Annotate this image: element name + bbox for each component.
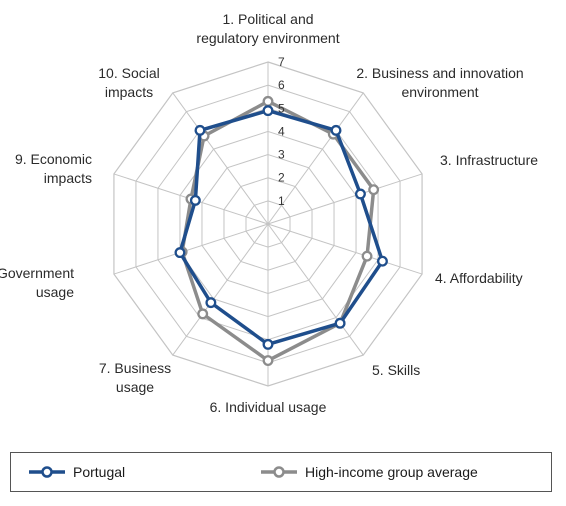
series-point-portugal-2 [330,124,342,136]
legend-item-high-income-average: High-income group average [259,453,478,491]
tick-label-5: 5 [278,101,285,115]
radar-series [174,95,388,366]
series-point-portugal-9 [189,194,201,206]
grid-spoke-4 [267,223,423,275]
radar-tick-labels: 1 2 3 4 5 6 7 [278,55,285,208]
tick-label-7: 7 [278,55,285,69]
series-point-portugal-7 [205,297,217,309]
axis-label-5: 5. Skills [372,362,420,378]
tick-label-1: 1 [278,194,285,208]
tick-label-4: 4 [278,124,285,138]
series-point-portugal-6 [262,338,274,350]
series-point-high-income-average-3 [368,184,380,196]
radar-chart: 1. Political and regulatory environment 2.… [0,11,538,415]
series-point-high-income-average-1 [262,95,274,107]
tick-label-6: 6 [278,78,285,92]
axis-label-10: 10. Social impacts [98,65,159,100]
grid-spoke-7 [172,223,269,356]
series-point-portugal-5 [334,317,346,329]
legend-label-portugal: Portugal [73,464,126,480]
series-point-high-income-average-7 [197,308,209,320]
grid-spoke-2 [267,92,364,225]
legend-marker-high-income-average [261,466,297,478]
legend-label-high-income-average: High-income group average [305,464,478,480]
axis-label-3: 3. Infrastructure [440,152,538,168]
legend: Portugal High-income group average [10,452,552,492]
tick-label-2: 2 [278,171,285,185]
series-point-portugal-10 [194,124,206,136]
series-point-high-income-average-6 [262,355,274,366]
series-point-portugal-1 [262,105,274,117]
legend-item-portugal: Portugal [27,453,125,491]
axis-label-1: 1. Political and regulatory environment [196,11,339,46]
legend-marker-portugal [29,466,65,478]
grid-spoke-10 [172,92,269,225]
grid-spoke-5 [267,223,364,356]
axis-label-2: 2. Business and innovation environment [356,65,523,100]
series-point-portugal-8 [174,247,186,259]
tick-label-3: 3 [278,148,285,162]
grid-spoke-8 [113,223,269,275]
grid-spoke-3 [267,173,423,225]
series-point-high-income-average-4 [361,250,373,262]
axis-label-7: 7. Business usage [99,360,171,395]
axis-label-6: 6. Individual usage [210,399,327,415]
series-line-portugal [178,108,385,347]
axis-label-4: 4. Affordability [435,270,523,286]
series-point-portugal-3 [354,188,366,200]
axis-label-9: 9. Economic impacts [15,151,92,186]
radar-axis-labels: 1. Political and regulatory environment 2.… [0,11,538,415]
series-point-portugal-4 [377,255,388,267]
